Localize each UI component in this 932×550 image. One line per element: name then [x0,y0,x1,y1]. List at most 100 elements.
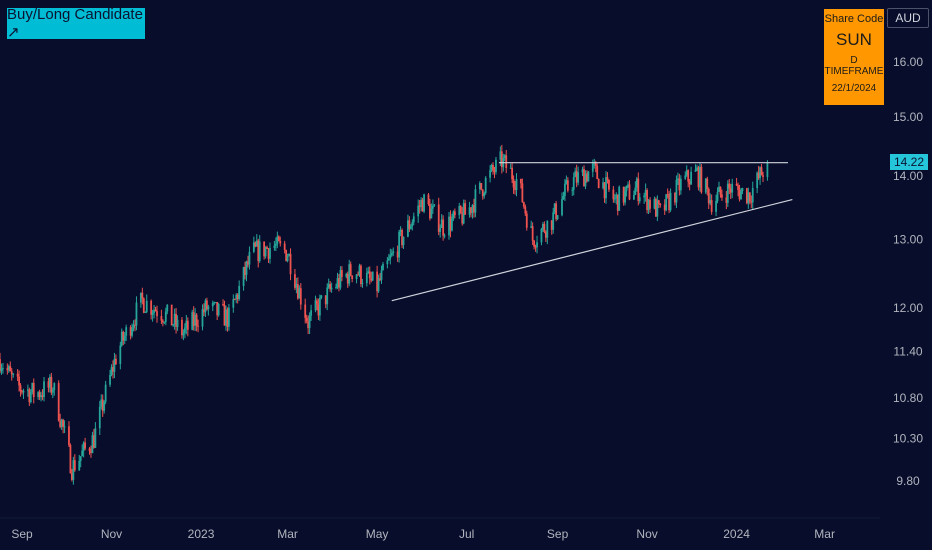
candle-body [0,368,3,372]
candle-body [520,179,522,184]
info-date: 22/1/2024 [831,83,877,94]
candle-body [430,208,433,219]
candle-body [484,177,487,194]
candle-body [709,200,712,204]
candle-body [500,151,503,168]
candle-body [719,186,722,195]
candle-body [514,187,516,190]
y-tick-label: 16.00 [893,55,923,69]
candle-body [255,240,258,247]
candle-body [565,180,568,184]
candle-body [572,177,575,190]
candle-body [351,275,354,279]
candle-body [654,198,657,217]
candle-body [310,310,312,316]
candle-body [258,241,261,262]
candle-body [134,324,136,326]
candle-body [399,230,402,232]
candle-body [320,295,323,298]
candle-body [417,205,420,217]
candle-body [273,245,276,249]
candle-body [37,392,40,398]
candle-body [109,374,111,385]
candle-body [154,309,157,312]
candle-body [759,167,761,179]
candle-body [263,241,266,257]
time-axis[interactable]: Sep Nov 2023 Mar May Jul Sep Nov 2024 Mar [0,517,880,541]
candle-body [453,211,456,216]
candle-body [276,236,279,244]
candle-body [534,246,537,248]
candle-body [145,300,148,312]
candle-body [659,203,662,205]
candle-body [161,320,164,323]
candle-body [505,155,508,169]
candle-body [762,175,764,177]
candle-body [594,163,597,166]
candle-body [674,192,676,203]
x-tick-label: Mar [277,527,298,541]
candle-body [443,235,446,237]
candle-body [368,271,371,279]
candle-body [32,382,35,398]
candle-body [213,302,216,304]
candle-body [298,288,301,299]
candle-body [489,170,491,178]
candle-body [748,192,751,202]
candle-body [62,419,64,427]
candle-body [235,294,238,300]
candle-body [688,181,691,185]
candle-body [267,248,270,259]
candle-body [192,312,195,326]
candle-body [26,389,29,391]
candle-body [185,320,188,328]
candle-body [530,226,533,228]
price-axis[interactable]: 16.00 15.00 14.00 13.00 12.00 11.40 10.80 10.30… [893,55,923,488]
candle-body [191,312,194,330]
candle-body [685,170,688,176]
candle-body [493,170,496,173]
candle-body [238,285,241,300]
last-price-marker: 14.22 [890,154,928,170]
candle-body [279,240,282,244]
candle-body [18,376,20,386]
candle-body [123,335,126,341]
candle-body [462,203,465,224]
candle-body [216,302,219,316]
candle-body [314,300,317,311]
candle-body [663,204,666,211]
candle-body [638,197,641,202]
x-tick-label: May [366,527,389,541]
candle-body [387,258,390,261]
candle-body [418,205,421,207]
candle-body [684,175,687,179]
candle-body [31,382,34,392]
candle-body [726,183,729,203]
candle-body [556,215,559,220]
candle-body [699,166,701,188]
candle-body [60,419,63,427]
candle-body [480,183,483,190]
currency-label[interactable]: AUD [887,8,929,28]
candle-body [338,278,340,288]
candle-body [442,219,445,236]
candle-body [69,445,72,474]
x-tick-label: Nov [101,527,122,541]
candle-body [336,278,339,287]
candle-body [700,166,703,193]
candle-body [299,288,302,305]
candle-body [222,304,224,306]
candle-body [608,179,610,190]
candle-body [750,201,753,203]
candle-body [19,385,22,391]
candle-body [411,222,414,227]
candle-body [113,358,116,372]
candle-body [677,178,679,180]
candle-body [420,199,423,207]
candle-body [304,304,307,318]
candle-body [10,371,13,375]
candle-body [618,186,621,211]
candle-body [574,171,577,178]
support-trendline [391,198,793,302]
